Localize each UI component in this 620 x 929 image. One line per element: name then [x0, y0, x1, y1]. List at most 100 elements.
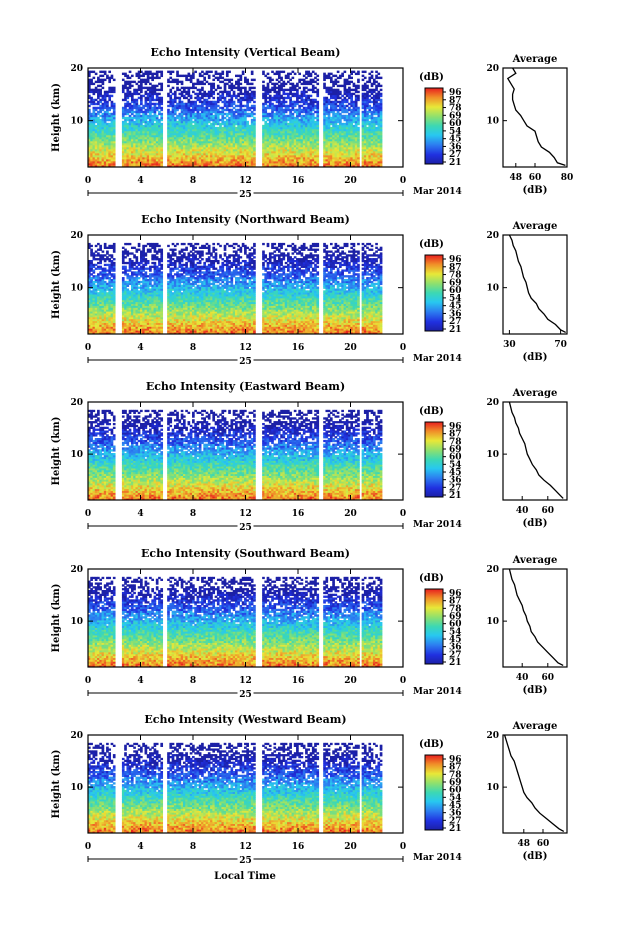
heatmap-cell	[183, 117, 186, 119]
heatmap-cell	[314, 117, 317, 119]
heatmap-cell	[357, 107, 360, 109]
heatmap-cell	[138, 97, 141, 99]
heatmap-cell	[230, 79, 233, 81]
heatmap-cell	[226, 83, 229, 85]
heatmap-cell	[280, 77, 283, 79]
heatmap-cell	[201, 87, 204, 89]
heatmap-cell	[158, 93, 161, 95]
heatmap-cell	[183, 75, 186, 77]
heatmap-cell	[314, 81, 317, 83]
heatmap-cell	[113, 103, 116, 105]
heatmap-cell	[131, 75, 134, 77]
heatmap-cell	[95, 264, 98, 266]
heatmap-cell	[330, 117, 333, 119]
heatmap-cell	[95, 275, 98, 277]
heatmap-cell	[377, 73, 380, 75]
heatmap-cell	[357, 85, 360, 87]
heatmap-cell	[344, 71, 347, 73]
heatmap-cell	[244, 87, 247, 89]
y-tick-label: 10	[70, 117, 83, 127]
heatmap-cell	[337, 71, 340, 73]
heatmap-cell	[108, 113, 111, 115]
y-tick-label: 20	[70, 64, 83, 74]
heatmap-cell	[183, 87, 186, 89]
heatmap-cell	[226, 101, 229, 103]
panel-title: Echo Intensity (Vertical Beam)	[150, 46, 340, 59]
heatmap-cell	[271, 71, 274, 73]
heatmap-cell	[183, 103, 186, 105]
heatmap-cell	[176, 71, 179, 73]
heatmap-cell	[212, 79, 215, 81]
heatmap-cell	[253, 117, 256, 119]
heatmap-cell	[172, 87, 175, 89]
heatmap-cell	[242, 109, 245, 111]
heatmap-cell	[251, 83, 254, 85]
heatmap-cell	[226, 119, 229, 121]
heatmap-cell	[337, 81, 340, 83]
date-day-label: 25	[239, 190, 252, 200]
heatmap-cell	[212, 83, 215, 85]
x-tick-label: 16	[292, 176, 305, 186]
heatmap-cell	[373, 79, 376, 81]
heatmap-cell	[212, 101, 215, 103]
heatmap-cell	[357, 91, 360, 93]
heatmap-cell	[373, 95, 376, 97]
heatmap-cell	[95, 99, 98, 101]
heatmap-cell	[190, 95, 193, 97]
heatmap-cell	[212, 115, 215, 117]
heatmap-cell	[129, 71, 132, 73]
x-tick-label: 12	[239, 176, 252, 186]
x-tick-label: 20	[344, 176, 357, 186]
heatmap-cell	[310, 95, 313, 97]
heatmap-cell	[93, 77, 96, 79]
heatmap-cell	[314, 77, 317, 79]
heatmap-cell	[267, 73, 270, 75]
heatmap-cell	[330, 101, 333, 103]
heatmap-cell	[246, 121, 249, 123]
heatmap-cell	[301, 79, 304, 81]
heatmap-cell	[138, 105, 141, 107]
panel-2: Echo Intensity (Northward Beam)0 4 8 12 16 20…	[51, 213, 567, 367]
heatmap-cell	[285, 97, 288, 99]
heatmap-cell	[301, 83, 304, 85]
heatmap-cell	[95, 125, 98, 127]
heatmap-cell	[344, 115, 347, 117]
heatmap-cell	[242, 97, 245, 99]
x-tick-label: 8	[190, 176, 196, 186]
profile-y-tick-label: 10	[486, 117, 499, 127]
heatmap-cell	[357, 71, 360, 73]
heatmap-cell	[124, 81, 127, 83]
heatmap-cell	[314, 105, 317, 107]
heatmap-cell	[285, 105, 288, 107]
heatmap-cell	[108, 87, 111, 89]
profile-x-tick-label: 48	[510, 173, 523, 183]
heatmap-cell	[197, 105, 200, 107]
heatmap-cell	[167, 93, 170, 95]
heatmap-cell	[298, 87, 301, 89]
heatmap-cell	[95, 245, 98, 247]
heatmap-cell	[371, 71, 374, 73]
heatmap-cell	[154, 99, 157, 101]
heatmap-cell	[271, 83, 274, 85]
x-tick-label: 0	[85, 176, 91, 186]
heatmap-cell	[316, 75, 319, 77]
heatmap-cell	[111, 95, 114, 97]
heatmap-cell	[226, 79, 229, 81]
heatmap	[88, 243, 382, 335]
heatmap-cell	[219, 87, 222, 89]
heatmap-cell	[285, 115, 288, 117]
colorbar-unit: (dB)	[419, 72, 444, 83]
heatmap-cell	[212, 91, 215, 93]
heatmap-cell	[228, 71, 231, 73]
heatmap-cell	[301, 115, 304, 117]
colorbar	[425, 88, 443, 164]
heatmap-cell	[154, 73, 157, 75]
heatmap-cell	[285, 93, 288, 95]
profile-xlabel: (dB)	[523, 185, 548, 196]
heatmap-cell	[95, 81, 98, 83]
heatmap-cell	[301, 91, 304, 93]
heatmap-cell	[111, 75, 114, 77]
heatmap-cell	[226, 71, 229, 73]
heatmap-cell	[316, 83, 319, 85]
